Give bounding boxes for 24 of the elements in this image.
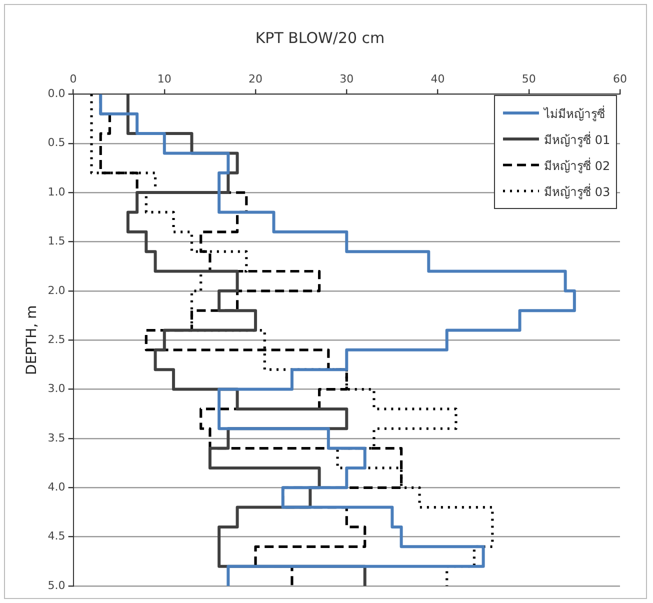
y-tick-label: 4.5 bbox=[48, 530, 66, 543]
x-tick-label: 50 bbox=[522, 72, 536, 86]
x-tick-label: 30 bbox=[340, 72, 354, 86]
y-tick-label: 4.0 bbox=[48, 480, 66, 494]
chart-title: KPT BLOW/20 cm bbox=[255, 28, 385, 47]
y-tick-label: 1.0 bbox=[48, 185, 66, 198]
y-tick-label: 0.5 bbox=[48, 136, 66, 150]
x-tick-label: 40 bbox=[430, 72, 445, 86]
legend-label: มีหญ้ารูซี่ 01 bbox=[544, 130, 610, 149]
legend-label: มีหญ้ารูซี่ 02 bbox=[544, 156, 610, 175]
y-tick-label: 3.0 bbox=[48, 382, 66, 396]
x-tick-label: 0 bbox=[70, 72, 77, 86]
y-tick-label: 3.5 bbox=[48, 431, 66, 444]
x-tick-label: 20 bbox=[248, 72, 263, 86]
legend-label: มีหญ้ารูซี่ 03 bbox=[544, 182, 610, 201]
legend-label: ไม่มีหญ้ารูซี่ bbox=[544, 104, 605, 123]
y-tick-label: 2.0 bbox=[48, 284, 66, 297]
y-axis-title: DEPTH, m bbox=[24, 305, 40, 375]
y-tick-label: 0.0 bbox=[48, 87, 66, 100]
y-tick-label: 5.0 bbox=[48, 578, 66, 592]
y-tick-label: 2.5 bbox=[48, 332, 66, 346]
x-tick-label: 60 bbox=[613, 72, 627, 86]
x-tick-label: 10 bbox=[157, 72, 172, 86]
y-tick-label: 1.5 bbox=[48, 234, 66, 248]
